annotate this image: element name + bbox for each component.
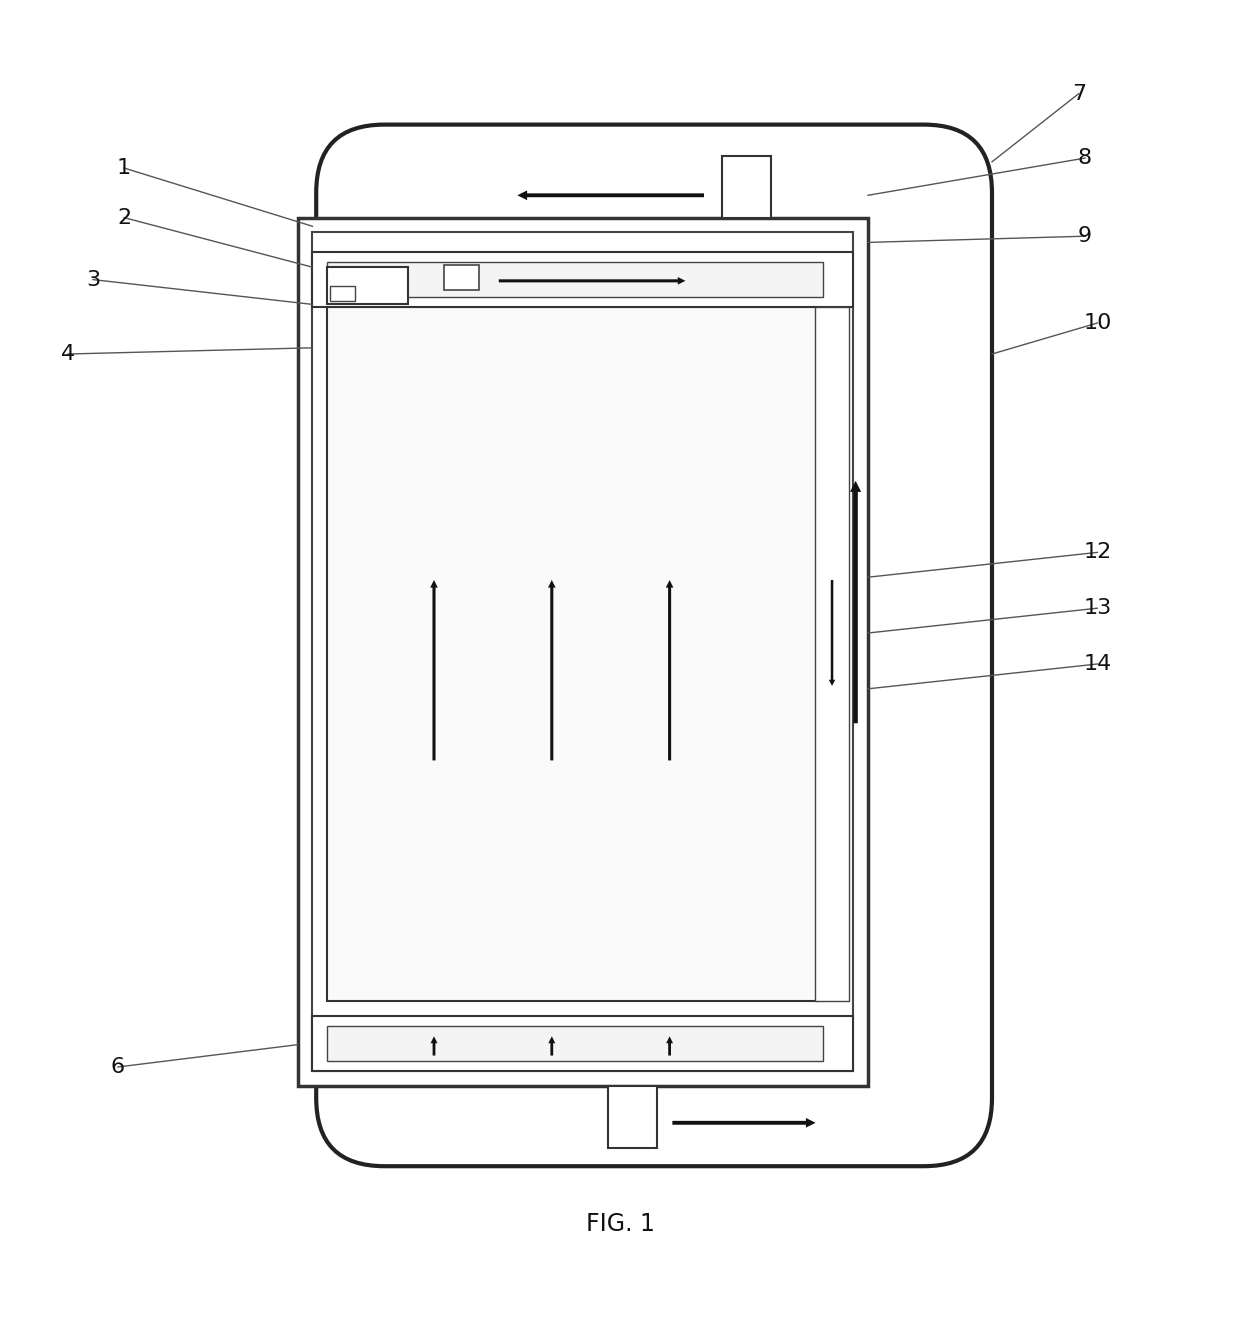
Bar: [330, 286, 355, 300]
Bar: [327, 1027, 823, 1061]
Bar: [327, 307, 823, 1001]
Bar: [312, 232, 853, 1070]
Text: 12: 12: [1084, 542, 1111, 562]
Bar: [815, 307, 849, 1001]
Text: 8: 8: [1078, 149, 1092, 169]
Bar: [298, 218, 868, 1085]
Text: 10: 10: [1084, 313, 1111, 333]
Text: 13: 13: [1084, 598, 1111, 619]
Bar: [608, 1085, 657, 1147]
Text: FIG. 1: FIG. 1: [585, 1212, 655, 1236]
Text: 4: 4: [61, 344, 76, 364]
Text: 2: 2: [117, 207, 131, 227]
Bar: [444, 264, 479, 290]
Bar: [312, 1016, 853, 1070]
Text: 7: 7: [1071, 84, 1086, 104]
Bar: [327, 267, 408, 304]
Bar: [722, 155, 771, 218]
Text: 14: 14: [1084, 653, 1111, 675]
FancyBboxPatch shape: [316, 125, 992, 1166]
Text: 3: 3: [86, 270, 100, 290]
Text: 6: 6: [110, 1057, 125, 1077]
Bar: [312, 252, 853, 307]
Text: 9: 9: [1078, 226, 1092, 246]
Text: 1: 1: [117, 158, 131, 178]
Bar: [327, 262, 823, 297]
